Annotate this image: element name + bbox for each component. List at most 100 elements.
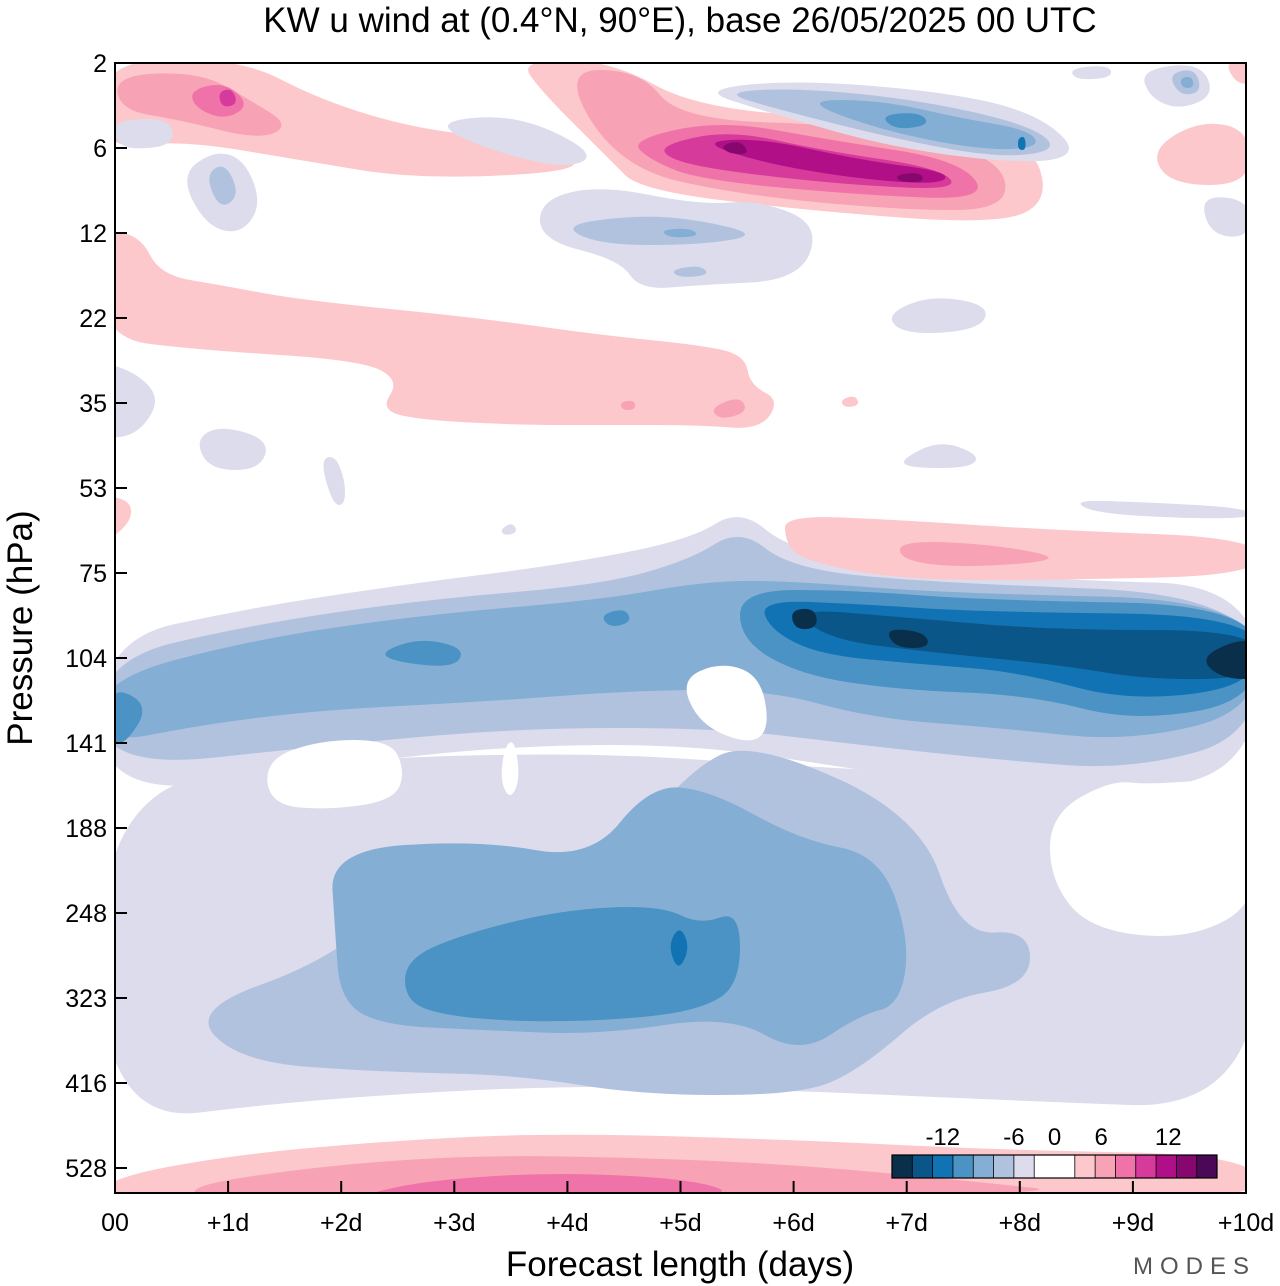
- colorbar-label: 0: [1048, 1124, 1061, 1151]
- contour-region: [1206, 640, 1246, 680]
- contour-region: [1204, 197, 1246, 237]
- contour-region: [373, 1174, 722, 1193]
- x-tick-label: +6d: [772, 1209, 814, 1237]
- contour-region: [1228, 63, 1246, 84]
- contour-region: [115, 232, 774, 428]
- chart-title: KW u wind at (0.4°N, 90°E), base 26/05/2…: [263, 1, 1096, 40]
- contour-region: [820, 100, 1036, 150]
- contour-region: [673, 266, 707, 277]
- y-tick-label: 416: [65, 1070, 107, 1098]
- contour-region: [891, 298, 986, 333]
- contour-region: [115, 118, 173, 149]
- contour-region: [620, 400, 635, 410]
- contour-region: [385, 640, 461, 666]
- colorbar-swatch: [1115, 1155, 1137, 1178]
- x-tick-label: +5d: [659, 1209, 701, 1237]
- contour-region: [115, 497, 132, 536]
- contour-region: [219, 89, 236, 107]
- y-tick-label: 53: [79, 475, 107, 503]
- y-tick-label: 75: [79, 560, 107, 588]
- contour-region: [405, 907, 740, 1022]
- contour-region: [323, 457, 345, 505]
- y-tick-label: 22: [79, 305, 107, 333]
- colorbar-swatch: [932, 1155, 954, 1178]
- contour-region: [501, 524, 516, 535]
- colorbar-swatch: [912, 1155, 933, 1178]
- contour-region: [115, 366, 155, 438]
- y-axis: 2 6 12 22 35 53 75 104 141 188 248 323 416 528: [65, 50, 127, 1183]
- contour-region: [579, 378, 710, 413]
- x-axis: 00 +1d +2d +3d +4d +5d +6d +7d +8d +9d +10d: [101, 1181, 1274, 1237]
- contour-region: [904, 444, 976, 468]
- contour-region: [115, 692, 143, 743]
- y-tick-label: 528: [65, 1155, 107, 1183]
- x-tick-label: +8d: [999, 1209, 1041, 1237]
- contour-region: [1180, 76, 1194, 88]
- contour-region: [792, 608, 817, 630]
- contour-region: [501, 742, 519, 795]
- x-tick-label: +10d: [1218, 1209, 1274, 1237]
- contour-region: [889, 629, 928, 648]
- contour-region: [1050, 779, 1246, 937]
- colorbar-swatch: [1034, 1155, 1055, 1178]
- x-tick-label: 00: [101, 1209, 129, 1237]
- y-tick-label: 2: [93, 50, 107, 78]
- x-tick-label: +7d: [885, 1209, 927, 1237]
- y-tick-label: 248: [65, 900, 107, 928]
- x-tick-label: +2d: [320, 1209, 362, 1237]
- y-tick-label: 141: [65, 730, 107, 758]
- x-tick-label: +1d: [207, 1209, 249, 1237]
- y-tick-label: 6: [93, 135, 107, 163]
- colorbar-swatch: [1135, 1155, 1157, 1178]
- contour-region: [663, 228, 697, 238]
- contour-region: [670, 930, 688, 966]
- colorbar-label: -6: [1003, 1124, 1024, 1151]
- contour-region: [267, 740, 402, 809]
- y-tick-label: 35: [79, 390, 107, 418]
- colorbar-swatch: [1013, 1155, 1035, 1178]
- contour-region: [897, 173, 923, 182]
- y-axis-label: Pressure (hPa): [1, 510, 40, 745]
- y-tick-label: 104: [65, 645, 107, 673]
- colorbar-swatch: [993, 1155, 1015, 1178]
- contour-region: [199, 428, 266, 470]
- contour-region: [715, 139, 946, 183]
- x-tick-label: +3d: [433, 1209, 475, 1237]
- contour-region: [841, 396, 859, 407]
- contour-region: [1157, 123, 1246, 185]
- x-tick-label: +4d: [546, 1209, 588, 1237]
- colorbar-swatch: [973, 1155, 994, 1178]
- colorbar-label: -12: [925, 1124, 960, 1151]
- plot-area: [115, 63, 1246, 1193]
- y-tick-label: 323: [65, 985, 107, 1013]
- colorbar-swatch: [892, 1155, 913, 1178]
- colorbar-swatch: [1176, 1155, 1198, 1178]
- y-tick-label: 188: [65, 815, 107, 843]
- contour-region: [686, 665, 767, 741]
- contour-region: [194, 1156, 1040, 1193]
- contour-region: [785, 517, 1246, 580]
- contour-region: [900, 542, 1049, 566]
- colorbar-swatch: [952, 1155, 974, 1178]
- colorbar-swatch: [1156, 1155, 1177, 1178]
- colorbar-swatch: [1095, 1155, 1116, 1178]
- contour-region: [723, 142, 747, 154]
- contour-region: [1080, 500, 1246, 519]
- contour-region: [804, 611, 1246, 680]
- contour-region: [713, 399, 745, 418]
- colorbar: -12 -6 0 6 12: [891, 1124, 1218, 1179]
- colorbar-swatch: [1074, 1155, 1096, 1178]
- colorbar-label: 6: [1095, 1124, 1108, 1151]
- y-tick-label: 12: [79, 220, 107, 248]
- colorbar-swatch: [1054, 1155, 1076, 1178]
- contour-region: [603, 610, 630, 626]
- colorbar-swatch: [1196, 1155, 1218, 1178]
- contour-region: [1072, 66, 1112, 80]
- x-tick-label: +9d: [1112, 1209, 1154, 1237]
- contour-region: [209, 166, 236, 205]
- contour-region: [573, 216, 745, 245]
- contour-region: [1018, 136, 1026, 150]
- colorbar-label: 12: [1155, 1124, 1182, 1151]
- contour-region: [448, 117, 587, 165]
